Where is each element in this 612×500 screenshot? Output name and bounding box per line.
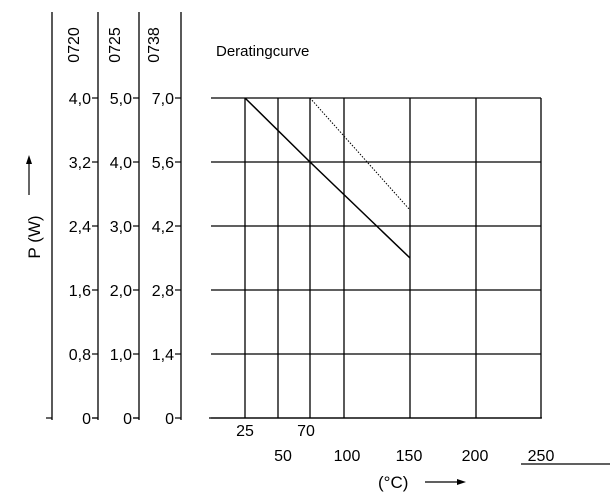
x-axis-arrowhead <box>457 479 466 485</box>
y-tick-label: 4,0 <box>69 91 91 108</box>
y-tick-label: 1,4 <box>152 347 174 364</box>
y-tick-label: 0 <box>82 411 91 428</box>
y-axis-name-0725: 0725 <box>107 27 124 63</box>
y-tick-label: 4,2 <box>152 219 174 236</box>
series-layer <box>244 97 411 259</box>
y-tick-label: 1,0 <box>110 347 132 364</box>
y-tick-label: 0,8 <box>69 347 91 364</box>
y-tick-label: 3,0 <box>110 219 132 236</box>
chart-title: Deratingcurve <box>216 43 309 60</box>
y-axis-arrowhead <box>26 155 32 164</box>
y-tick-layer: 0 0,8 1,6 2,4 3,2 4,0 0 1,0 2,0 3,0 4,0 5,0 0 1,4 2,8 4… <box>46 91 181 428</box>
y-tick-label: 1,6 <box>69 283 91 300</box>
x-tick-label-row1: 70 <box>297 423 315 440</box>
x-axis-label: (°C) <box>378 473 408 492</box>
grid-layer <box>211 97 542 419</box>
y-tick-label: 2,4 <box>69 219 91 236</box>
y-tick-label: 2,0 <box>110 283 132 300</box>
x-tick-layer: 25 70 50 100 150 200 250 <box>236 423 554 465</box>
y-tick-label: 5,6 <box>152 155 174 172</box>
y-tick-label: 4,0 <box>110 155 132 172</box>
y-axis-name-0720: 0720 <box>66 27 83 63</box>
y-axis-name-0738: 0738 <box>146 27 163 63</box>
x-tick-label-row2: 250 <box>528 448 555 465</box>
x-tick-label-row2: 150 <box>396 448 423 465</box>
y-tick-label: 2,8 <box>152 283 174 300</box>
x-tick-label-row2: 200 <box>462 448 489 465</box>
y-tick-label: 0 <box>165 411 174 428</box>
y-tick-label: 3,2 <box>69 155 91 172</box>
y-tick-label: 5,0 <box>110 91 132 108</box>
x-tick-label-row2: 100 <box>334 448 361 465</box>
y-tick-label: 0 <box>123 411 132 428</box>
series-line-1 <box>244 97 411 259</box>
y-tick-label: 7,0 <box>152 91 174 108</box>
y-axis-label: P (W) <box>25 215 44 258</box>
series-line-2 <box>309 97 411 211</box>
x-tick-label-row2: 50 <box>274 448 292 465</box>
x-tick-label-row1: 25 <box>236 423 254 440</box>
